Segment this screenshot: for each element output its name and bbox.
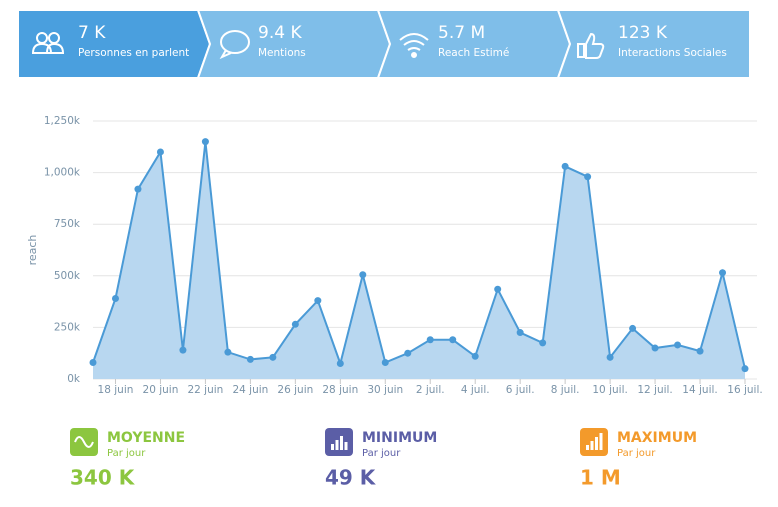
data-point <box>201 138 209 146</box>
x-tick-label: 4 juil. <box>461 384 490 396</box>
stat-icon-wave <box>74 436 94 448</box>
line <box>92 141 746 369</box>
kpi-value: 123 K <box>618 23 668 43</box>
data-point <box>156 148 164 156</box>
data-point <box>269 353 277 361</box>
data-point <box>314 297 322 305</box>
data-point <box>674 341 682 349</box>
data-point <box>291 320 299 328</box>
data-point <box>246 355 254 363</box>
data-point <box>426 336 434 344</box>
stat-icon-bar <box>590 441 594 450</box>
x-tick-label: 24 juin <box>232 384 268 396</box>
stat-icon-bar <box>335 440 339 450</box>
x-tick-label: 18 juin <box>98 384 134 396</box>
stat-icon-bar <box>599 433 603 450</box>
kpi-card <box>556 9 751 79</box>
data-point <box>741 365 749 373</box>
data-point <box>359 271 367 279</box>
y-tick-label: 1,250k <box>44 115 81 127</box>
stat-title: MAXIMUM <box>617 430 697 446</box>
kpi-value: 7 K <box>78 23 106 43</box>
stat-icon <box>580 428 608 456</box>
y-tick-label: 750k <box>54 218 81 230</box>
x-tick-label: 10 juil. <box>592 384 627 396</box>
x-tick-label: 20 juin <box>143 384 179 396</box>
x-tick-label: 14 juil. <box>682 384 717 396</box>
data-point <box>224 348 232 356</box>
thumb-icon <box>577 32 605 59</box>
kpi-label: Mentions <box>258 47 306 59</box>
stat-value: 1 M <box>580 466 621 490</box>
data-point <box>719 269 727 277</box>
kpi-value: 9.4 K <box>258 23 302 43</box>
x-tick-label: 2 juil. <box>416 384 445 396</box>
data-point <box>696 347 704 355</box>
data-point <box>471 352 479 360</box>
stat-sub: Par jour <box>362 448 401 459</box>
data-point <box>381 358 389 366</box>
y-tick-label: 1,000k <box>44 167 81 179</box>
area <box>93 141 745 379</box>
y-axis-label: reach <box>26 235 39 266</box>
data-point <box>134 185 142 193</box>
data-point <box>449 336 457 344</box>
kpi-label: Personnes en parlent <box>78 47 189 59</box>
data-point <box>629 324 637 332</box>
x-tick-label: 22 juin <box>187 384 223 396</box>
data-point <box>539 339 547 347</box>
stat-icon-bar <box>595 437 598 450</box>
data-point <box>651 344 659 352</box>
kpi-label: Reach Estimé <box>438 47 509 59</box>
x-tick-label: 12 juil. <box>637 384 672 396</box>
y-tick-label: 500k <box>54 270 81 282</box>
data-point <box>336 360 344 368</box>
data-point <box>606 353 614 361</box>
stat-icon <box>325 428 353 456</box>
stat-icon-bar <box>344 442 348 450</box>
data-point <box>516 329 524 337</box>
x-tick-label: 16 juil. <box>727 384 762 396</box>
x-tick-label: 6 juil. <box>506 384 535 396</box>
data-point <box>561 162 569 170</box>
stat-title: MOYENNE <box>107 430 185 446</box>
kpi-icons <box>31 30 605 60</box>
x-tick-label: 8 juil. <box>551 384 580 396</box>
stat-value: 49 K <box>325 466 377 490</box>
stat-sub: Par jour <box>107 448 146 459</box>
y-tick-label: 0k <box>67 373 81 385</box>
data-point <box>89 358 97 366</box>
stat-sub: Par jour <box>617 448 656 459</box>
data-point <box>584 173 592 181</box>
kpi-value: 5.7 M <box>438 23 485 43</box>
data-point <box>179 346 187 354</box>
stat-title: MINIMUM <box>362 430 437 446</box>
x-tick-label: 26 juin <box>277 384 313 396</box>
x-tick-label: 30 juin <box>367 384 403 396</box>
wifi-icon <box>399 33 429 58</box>
speech-icon <box>219 30 250 60</box>
data-point <box>404 349 412 357</box>
data-point <box>494 285 502 293</box>
kpi-label: Interactions Sociales <box>618 47 727 59</box>
x-tick-label: 28 juin <box>322 384 358 396</box>
y-tick-label: 250k <box>54 321 81 333</box>
stat-value: 340 K <box>70 466 136 490</box>
stat-icon-bar <box>586 445 589 450</box>
data-point <box>111 295 119 303</box>
stat-icon-bar <box>331 444 334 450</box>
people-icon <box>31 32 65 54</box>
kpi-card <box>196 9 392 79</box>
stat-icon-bar <box>340 436 343 450</box>
